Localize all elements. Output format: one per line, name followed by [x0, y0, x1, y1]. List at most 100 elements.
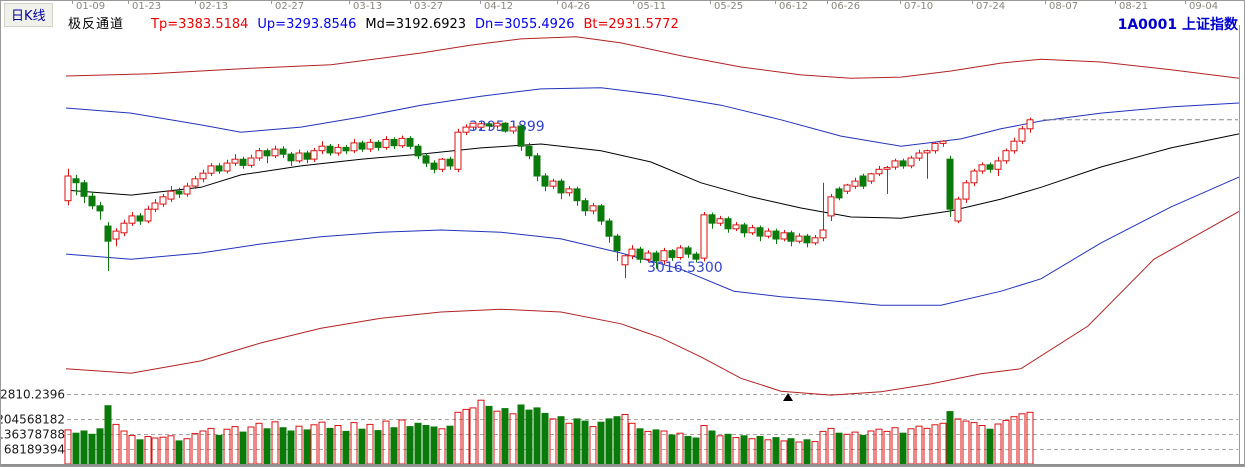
volume-bar [931, 424, 939, 465]
candles [64, 117, 1034, 278]
candle-body [207, 165, 215, 174]
candle-body [72, 178, 80, 184]
candle-body [668, 250, 676, 258]
volume-bar [239, 431, 247, 465]
candle-body [835, 188, 843, 199]
volume-bar [891, 427, 899, 465]
candle-body [533, 155, 541, 177]
candle-body [454, 131, 462, 170]
volume-bar [946, 411, 954, 465]
volume-bar [96, 428, 104, 465]
volume-bar [978, 425, 986, 465]
volume-bar [191, 433, 199, 465]
candle-body [764, 230, 772, 237]
volume-bar [446, 425, 454, 465]
candle-body [501, 122, 509, 132]
volume-bar [231, 426, 239, 465]
volume-bar [589, 426, 597, 465]
volume-bar [112, 423, 120, 465]
candle-body [104, 225, 112, 242]
candle-body [183, 185, 191, 195]
candle-body [223, 162, 231, 172]
candle-body [1010, 140, 1018, 152]
volume-bar [613, 416, 621, 465]
volume-bar [422, 425, 430, 465]
candle-body [875, 168, 883, 175]
volume-bar [303, 429, 311, 465]
candle-body [247, 157, 255, 166]
volume-bar [1002, 419, 1010, 465]
candle-body [795, 235, 803, 242]
x-axis-label: 02-27 [275, 1, 305, 12]
candle-body [732, 224, 740, 230]
volume-bar [271, 421, 279, 465]
volume-bars [64, 399, 1034, 465]
candle-body [541, 175, 549, 187]
volume-bar [597, 421, 605, 465]
candle-body [1002, 150, 1010, 162]
marker-triangle-icon [783, 393, 793, 401]
date-axis: 01-09 01-23 02-13 02-27 03-13 03-27 04-12 04-26… [1, 1, 1244, 12]
candle-body [120, 222, 128, 234]
channel-line-bt [65, 210, 1240, 396]
candle-body [493, 122, 501, 127]
volume-bar [462, 408, 470, 465]
volume-bar [827, 427, 835, 465]
volume-bar [295, 425, 303, 465]
indicator-value: Bt=2931.5772 [583, 17, 679, 32]
candle-body [573, 188, 581, 202]
candle-body [438, 158, 446, 170]
x-axis-label: 09-04 [1189, 1, 1219, 12]
candle-body [279, 148, 287, 155]
candle-body [525, 145, 533, 157]
candle-body [859, 175, 867, 187]
indicator-name: 极反通道 [68, 17, 125, 32]
candle-body [636, 248, 644, 260]
volume-bar [923, 427, 931, 465]
volume-bar [477, 399, 485, 465]
volume-bar [835, 432, 843, 465]
candle-body [724, 218, 732, 230]
volume-bar [772, 437, 780, 465]
candle-body [334, 146, 342, 154]
candle-body [310, 150, 318, 160]
volume-bar [406, 426, 414, 465]
candle-body [406, 137, 414, 147]
volume-bar [732, 437, 740, 465]
candle-body [660, 250, 668, 262]
candle-body [215, 165, 223, 172]
volume-bar [644, 430, 652, 465]
x-axis-label: 03-27 [414, 1, 444, 12]
volume-bar [915, 425, 923, 465]
candle-body [891, 160, 899, 168]
channel-line-up [65, 87, 1240, 147]
volume-bar [724, 433, 732, 465]
candle-body [422, 155, 430, 164]
volume-bar [485, 405, 493, 465]
candle-body [954, 198, 962, 222]
volume-bar [636, 428, 644, 465]
candle-body [907, 157, 915, 167]
indicator-value: Up=3293.8546 [257, 17, 357, 32]
candle-body [366, 141, 374, 150]
candle-body [557, 180, 565, 194]
candle-body [159, 196, 167, 205]
candle-body [446, 158, 454, 167]
x-axis-label: 08-21 [1119, 1, 1149, 12]
volume-bar [366, 423, 374, 465]
volume-bar [414, 422, 422, 465]
period-tab-daily-kline[interactable]: 日K线 [4, 3, 53, 27]
candle-body [239, 158, 247, 166]
volume-bar [318, 421, 326, 465]
volume-bar [859, 434, 867, 465]
candle-body [151, 202, 159, 210]
volume-bar [994, 423, 1002, 465]
volume-bar [454, 411, 462, 465]
volume-bar [287, 430, 295, 465]
candle-body [382, 139, 390, 148]
volume-bar [1010, 416, 1018, 465]
candle-body [676, 247, 684, 258]
volume-bar [144, 436, 152, 465]
volume-bar [64, 429, 72, 465]
